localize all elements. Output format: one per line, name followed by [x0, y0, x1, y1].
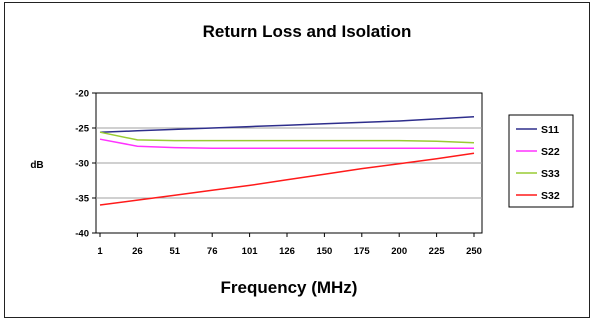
x-axis-label: Frequency (MHz) [221, 278, 358, 297]
chart-svg: Return Loss and Isolation -20 -25 -30 -35 -4… [30, 22, 574, 297]
legend-label-s11: S11 [541, 124, 559, 136]
series-line-s11 [99, 116, 475, 133]
x-tick-label: 1 [97, 246, 103, 257]
x-tick-label: 225 [429, 246, 446, 257]
x-tick-label: 250 [466, 246, 482, 257]
y-axis-label: dB [30, 160, 43, 171]
series-line-s22 [99, 138, 474, 150]
series-line-s33 [99, 131, 475, 144]
y-tick-label: -20 [75, 89, 89, 100]
legend-label-s33: S33 [541, 168, 560, 180]
y-tick-label: -30 [75, 159, 89, 170]
axes: -20-25-30-35-401 26 51 76 101 126 150 175 200 225… [75, 89, 482, 258]
legend-label-s32: S32 [541, 190, 560, 202]
gridlines [96, 127, 482, 199]
legend-label-s22: S22 [541, 146, 560, 158]
series-line-s32 [99, 152, 475, 206]
series-lines [99, 116, 475, 206]
chart-frame: Return Loss and Isolation -20 -25 -30 -35 -4… [4, 2, 590, 318]
x-tick-label: 126 [279, 246, 295, 257]
legend: S11 S22 S33 S32 [508, 114, 574, 208]
y-tick-label: -25 [75, 124, 89, 135]
x-tick-label: 51 [170, 246, 181, 257]
chart-title: Return Loss and Isolation [203, 22, 412, 41]
x-tick-label: 200 [391, 246, 407, 257]
x-tick-label: 26 [132, 246, 143, 257]
x-tick-label: 150 [316, 246, 332, 257]
x-tick-label: 101 [242, 246, 259, 257]
x-tick-label: 175 [354, 246, 371, 257]
y-tick-label: -40 [75, 229, 89, 240]
y-tick-label: -35 [75, 194, 89, 205]
legend-box [508, 114, 574, 208]
x-tick-label: 76 [207, 246, 218, 257]
